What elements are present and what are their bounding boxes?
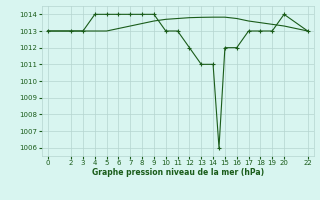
X-axis label: Graphe pression niveau de la mer (hPa): Graphe pression niveau de la mer (hPa) [92, 168, 264, 177]
